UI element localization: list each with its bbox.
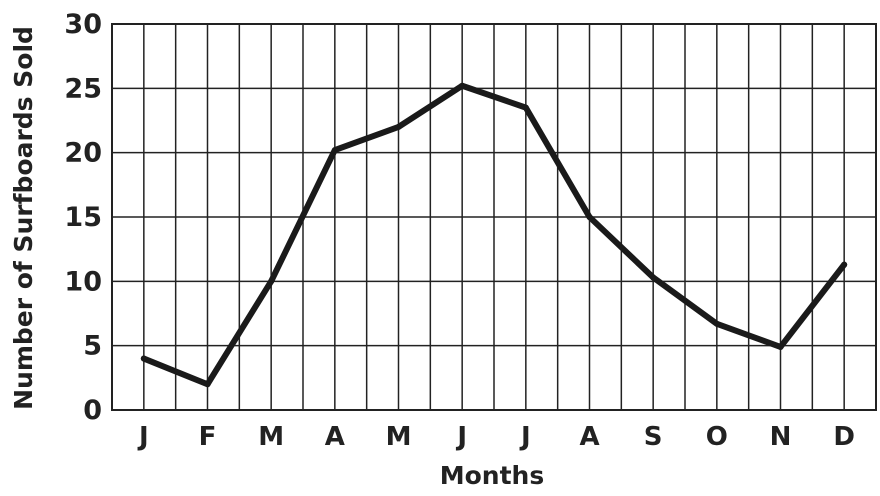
data-point — [777, 343, 784, 350]
data-point — [204, 381, 211, 388]
data-point — [522, 104, 529, 111]
x-tick-label: M — [258, 422, 284, 452]
x-tick-label: J — [455, 422, 467, 452]
data-point — [650, 274, 657, 281]
data-point — [459, 82, 466, 89]
y-axis-title: Number of Surfboards Sold — [9, 26, 38, 410]
x-axis-title: Months — [440, 461, 544, 490]
x-tick-label: A — [325, 422, 345, 452]
x-tick-label: D — [833, 422, 855, 452]
y-tick-labels: 0 5 10 15 20 25 30 — [64, 9, 102, 426]
x-tick-label: A — [579, 422, 599, 452]
series-layer — [140, 82, 848, 388]
series-line — [140, 82, 848, 388]
grid-layer — [111, 23, 877, 411]
x-tick-label: J — [137, 422, 149, 452]
y-tick-label: 5 — [83, 331, 102, 362]
y-tick-label: 30 — [64, 9, 102, 40]
x-tick-label: S — [644, 422, 663, 452]
x-tick-label: M — [386, 422, 412, 452]
x-tick-label: O — [706, 422, 728, 452]
y-tick-label: 20 — [64, 138, 102, 169]
data-point — [713, 320, 720, 327]
y-tick-label: 25 — [64, 73, 102, 104]
data-point — [841, 261, 848, 268]
data-point — [268, 278, 275, 285]
data-point — [140, 355, 147, 362]
x-tick-label: F — [199, 422, 217, 452]
data-point — [586, 214, 593, 220]
y-tick-label: 10 — [64, 266, 102, 297]
data-point — [331, 147, 338, 154]
x-tick-label: J — [519, 422, 531, 452]
y-tick-label: 15 — [64, 202, 102, 233]
y-tick-label: 0 — [83, 395, 102, 426]
x-tick-label: N — [770, 422, 792, 452]
data-point — [395, 123, 402, 130]
